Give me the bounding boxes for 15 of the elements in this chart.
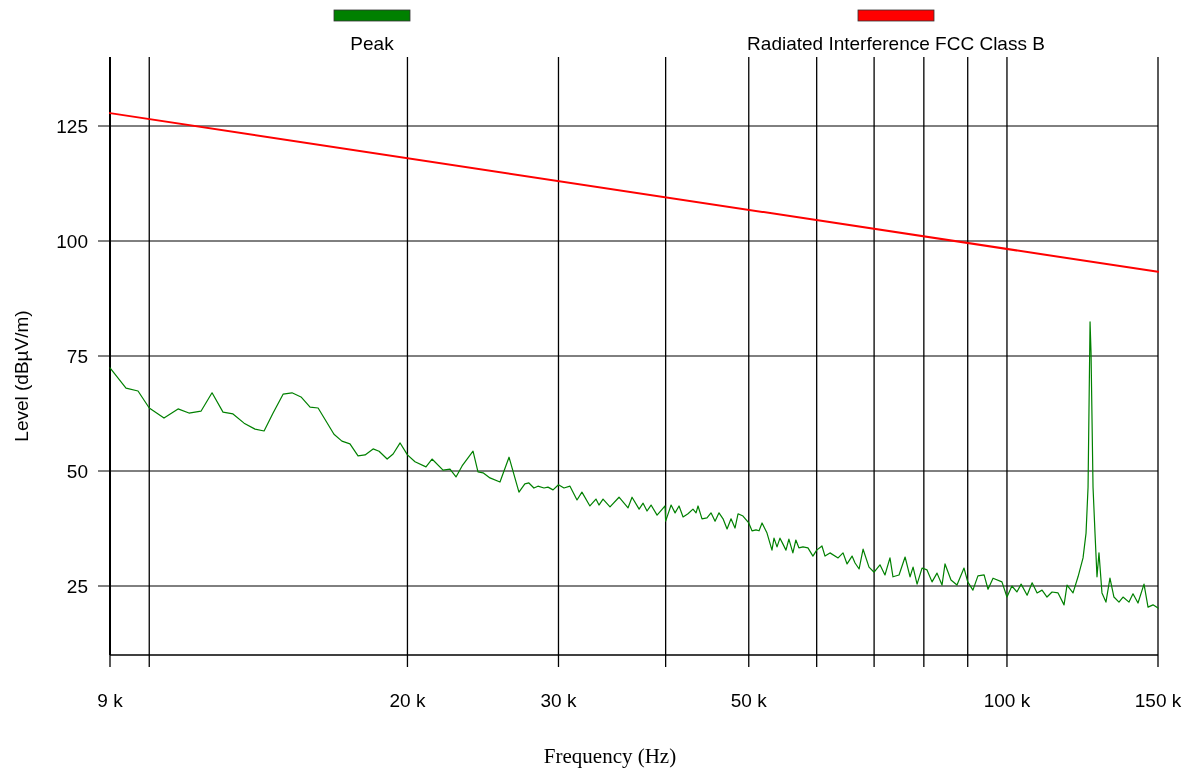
x-tick-label: 30 k [540,690,577,711]
x-axis-title: Frequency (Hz) [543,744,677,768]
legend-label: Peak [350,33,395,54]
legend-label: Radiated Interference FCC Class B [747,33,1045,54]
x-tick-label: 9 k [97,690,124,711]
x-tick-label: 100 k [983,690,1031,711]
y-tick-label: 50 [66,461,88,482]
y-tick-label: 100 [56,231,88,252]
y-axis-title: Level (dBµV/m) [11,310,32,442]
y-tick-label: 75 [66,346,88,367]
x-tick-label: 20 k [389,690,426,711]
y-tick-label: 25 [66,576,88,597]
x-tick-label: 50 k [730,690,768,711]
x-tick-label: 150 k [1134,690,1182,711]
y-tick-label: 125 [56,116,88,137]
